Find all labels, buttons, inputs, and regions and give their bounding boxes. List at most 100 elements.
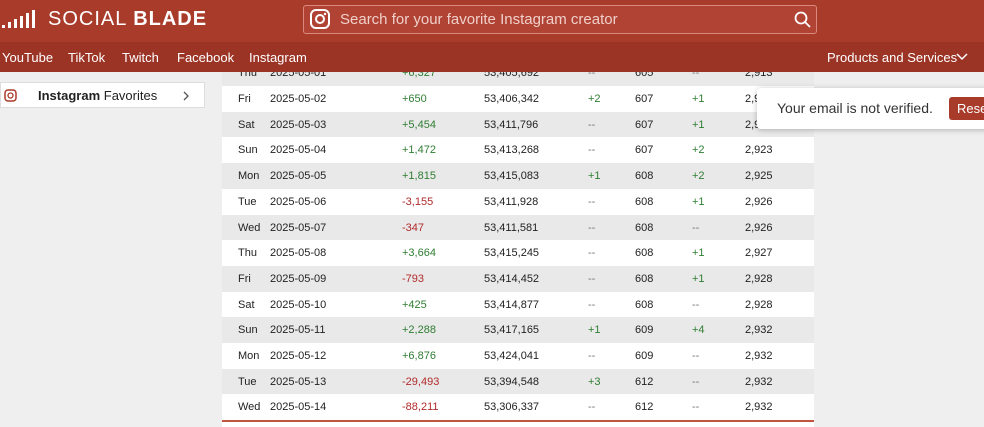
cell: Tue bbox=[238, 375, 257, 388]
cell: 608 bbox=[635, 170, 654, 183]
cell: Fri bbox=[238, 93, 251, 105]
table-bottom-border bbox=[222, 420, 814, 423]
cell: +2 bbox=[588, 93, 601, 105]
cell: 53,413,268 bbox=[484, 144, 540, 157]
table-row: Mon 2025-05-05 +1,815 53,415,083 +1 608 +2 2,92… bbox=[222, 163, 814, 189]
cell: +1 bbox=[692, 247, 705, 260]
cell: 2025-05-13 bbox=[270, 375, 327, 388]
cell: +3 bbox=[588, 375, 601, 388]
table-row: Sat 2025-05-10 +425 53,414,877 -- 608 -- 2,928 bbox=[222, 291, 814, 318]
table-row: Wed 2025-05-14 -88,211 53,306,337 -- 612 -- 2,9… bbox=[222, 394, 814, 421]
nav-bar: Products and Services YouTube TikTok Twitc… bbox=[0, 42, 984, 72]
cell: 53,411,581 bbox=[484, 221, 539, 234]
cell: 53,306,337 bbox=[484, 401, 540, 414]
cell: 2025-05-12 bbox=[270, 350, 327, 362]
instagram-icon bbox=[4, 89, 17, 102]
cell: -- bbox=[692, 350, 700, 362]
cell: Thu bbox=[238, 247, 257, 260]
cell: 53,415,083 bbox=[484, 170, 540, 183]
cell: +1,815 bbox=[402, 170, 436, 183]
cell: 609 bbox=[635, 350, 654, 362]
cell: 2,932 bbox=[745, 324, 773, 337]
cell: 608 bbox=[635, 247, 654, 260]
cell: -- bbox=[692, 221, 700, 234]
cell: 2,926 bbox=[745, 221, 773, 234]
cell: -- bbox=[588, 221, 596, 234]
cell: Wed bbox=[238, 221, 261, 234]
cell: -88,211 bbox=[402, 401, 439, 414]
cell: 612 bbox=[635, 375, 654, 388]
cell: +1 bbox=[692, 195, 705, 208]
cell: 2025-05-04 bbox=[270, 144, 327, 157]
cell: Sat bbox=[238, 298, 255, 311]
nav-link[interactable]: Facebook bbox=[177, 50, 235, 65]
cell: -- bbox=[588, 401, 596, 414]
cell: 2,932 bbox=[745, 375, 773, 388]
cell: 612 bbox=[635, 401, 654, 414]
favorites-card[interactable]: Instagram Favorites bbox=[0, 82, 205, 108]
cell: 2025-05-11 bbox=[270, 324, 326, 337]
cell: Fri bbox=[238, 272, 251, 285]
search-box[interactable]: Search for your favorite Instagram creat… bbox=[303, 5, 817, 34]
reset-button[interactable]: Reset bbox=[949, 97, 984, 120]
cell: Sat bbox=[238, 118, 255, 131]
cell: 53,406,342 bbox=[484, 93, 540, 105]
cell: 53,415,245 bbox=[484, 247, 540, 260]
cell: -- bbox=[692, 401, 700, 414]
table-row: Thu 2025-05-08 +3,664 53,415,245 -- 608 +1 2,92… bbox=[222, 240, 814, 266]
cell: -- bbox=[588, 298, 596, 311]
cell: +3,664 bbox=[402, 247, 436, 260]
cell: -- bbox=[588, 195, 596, 208]
cell: Mon bbox=[238, 170, 260, 183]
cell: +1 bbox=[588, 170, 601, 183]
cell: -- bbox=[588, 272, 596, 285]
logo[interactable]: SOCIAL BLADE bbox=[48, 8, 207, 31]
search-icon[interactable] bbox=[794, 11, 812, 29]
cell: +1 bbox=[692, 272, 705, 285]
table-row: Wed 2025-05-07 -347 53,411,581 -- 608 -- 2,926 bbox=[222, 214, 814, 241]
chevron bbox=[956, 53, 968, 61]
cell: -- bbox=[588, 350, 596, 362]
cell: 2,932 bbox=[745, 350, 773, 362]
cell: -- bbox=[692, 375, 700, 388]
cell: 2,926 bbox=[745, 195, 773, 208]
cell: +5,454 bbox=[402, 118, 436, 131]
cell: +6,876 bbox=[402, 350, 436, 362]
cell: 2025-05-02 bbox=[270, 93, 327, 105]
cell: 2025-05-09 bbox=[270, 272, 327, 285]
cell: Mon bbox=[238, 350, 260, 362]
cell: 2025-05-03 bbox=[270, 118, 327, 131]
cell: Sun bbox=[238, 324, 258, 337]
cell: 608 bbox=[635, 298, 654, 311]
cell: 2025-05-10 bbox=[270, 298, 327, 311]
cell: 607 bbox=[635, 144, 654, 157]
cell: +2,288 bbox=[402, 324, 436, 337]
cell: 609 bbox=[635, 324, 654, 337]
cell: 2025-05-06 bbox=[270, 195, 327, 208]
nav-link[interactable]: YouTube bbox=[2, 50, 54, 65]
cell: Wed bbox=[238, 401, 261, 414]
cell: 53,394,548 bbox=[484, 375, 540, 388]
cell: -3,155 bbox=[402, 195, 434, 208]
cell: 53,411,928 bbox=[484, 195, 539, 208]
cell: -- bbox=[588, 67, 596, 80]
cell: 2,925 bbox=[745, 170, 773, 183]
nav-link[interactable]: Instagram bbox=[249, 50, 307, 65]
chevron bbox=[183, 91, 189, 101]
toast: Your email is not verified. Reset bbox=[757, 88, 984, 129]
cell: 2025-05-05 bbox=[270, 170, 327, 183]
table-row: Sun 2025-05-11 +2,288 53,417,165 +1 609 +4 2,93… bbox=[222, 317, 814, 343]
cell: -347 bbox=[402, 221, 425, 234]
table-row: Mon 2025-05-12 +6,876 53,424,041 -- 609 -- 2,93… bbox=[222, 343, 814, 369]
nav-link[interactable]: Twitch bbox=[122, 50, 159, 65]
favorites-label: Favorites bbox=[103, 88, 158, 103]
table-row: Sat2025-05-03+5,45453,411,796--607+12,91… bbox=[222, 111, 814, 138]
table-row: Tue 2025-05-13 -29,493 53,394,548 +3 612 -- 2,9… bbox=[222, 368, 814, 395]
logo-icon bbox=[2, 10, 35, 28]
products-menu[interactable]: Products and Services bbox=[827, 50, 958, 65]
nav-link[interactable]: TikTok bbox=[68, 50, 106, 65]
cell: +1 bbox=[692, 93, 705, 105]
cell: 2,927 bbox=[745, 247, 773, 260]
cell: 2,932 bbox=[745, 401, 773, 414]
